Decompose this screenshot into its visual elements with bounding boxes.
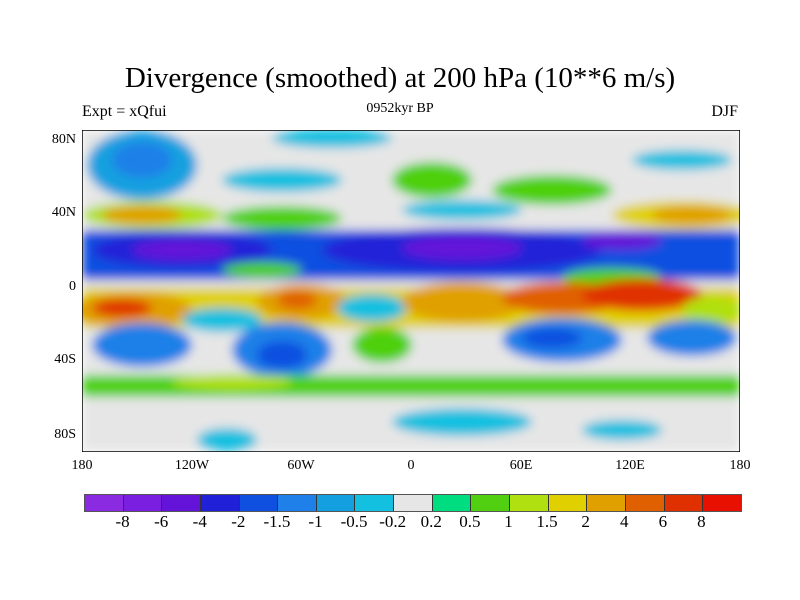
colorbar-swatch bbox=[278, 495, 317, 511]
colorbar-swatch bbox=[432, 495, 472, 511]
colorbar-label: -1.5 bbox=[263, 512, 291, 531]
lat-label: 0 bbox=[69, 279, 76, 294]
lon-label: 120E bbox=[615, 458, 645, 473]
colorbar-swatch bbox=[471, 495, 511, 511]
colorbar-swatch bbox=[85, 495, 124, 511]
lon-label: 120W bbox=[174, 458, 210, 473]
colorbar-swatch bbox=[625, 495, 665, 511]
colorbar-swatch bbox=[355, 495, 395, 511]
colorbar-label: -2 bbox=[231, 512, 246, 531]
colorbar-swatch bbox=[162, 495, 201, 511]
colorbar-label: -0.2 bbox=[379, 512, 407, 531]
colorbar-label: -1 bbox=[308, 512, 323, 531]
lon-label: 180 bbox=[729, 458, 751, 473]
experiment-label: Expt = xQfui bbox=[82, 103, 167, 120]
lon-label: 0 bbox=[407, 458, 415, 473]
colorbar bbox=[84, 494, 742, 512]
season-label: DJF bbox=[711, 103, 738, 120]
colorbar-swatch bbox=[394, 495, 433, 511]
divergence-map bbox=[82, 130, 740, 452]
colorbar-label: -4 bbox=[192, 512, 207, 531]
colorbar-label: 1.5 bbox=[536, 512, 558, 531]
colorbar-label: 2 bbox=[581, 512, 590, 531]
chart-title: Divergence (smoothed) at 200 hPa (10**6 … bbox=[124, 62, 676, 94]
lon-label: 60W bbox=[287, 458, 315, 473]
colorbar-label: -8 bbox=[115, 512, 130, 531]
colorbar-swatch bbox=[123, 495, 163, 511]
lat-label: 80N bbox=[51, 132, 76, 147]
lat-label: 40S bbox=[54, 352, 76, 367]
lon-label: 60E bbox=[509, 458, 533, 473]
colorbar-swatch bbox=[548, 495, 588, 511]
colorbar-label: 8 bbox=[697, 512, 706, 531]
lat-label: 40N bbox=[51, 205, 76, 220]
colorbar-label: 0.5 bbox=[459, 512, 481, 531]
colorbar-label: 6 bbox=[658, 512, 668, 531]
colorbar-label: 0.2 bbox=[420, 512, 442, 531]
colorbar-swatch bbox=[703, 495, 741, 511]
colorbar-label: -0.5 bbox=[340, 512, 368, 531]
colorbar-swatch bbox=[200, 495, 240, 511]
lat-label: 80S bbox=[54, 427, 76, 442]
colorbar-swatch bbox=[664, 495, 704, 511]
colorbar-swatch bbox=[510, 495, 549, 511]
colorbar-label: 1 bbox=[504, 512, 513, 531]
lon-label: 180 bbox=[71, 458, 93, 473]
time-label: 0952kyr BP bbox=[366, 101, 434, 116]
colorbar-label: 4 bbox=[619, 512, 629, 531]
colorbar-swatch bbox=[239, 495, 279, 511]
colorbar-label: -6 bbox=[154, 512, 169, 531]
colorbar-swatch bbox=[587, 495, 626, 511]
colorbar-swatch bbox=[316, 495, 356, 511]
